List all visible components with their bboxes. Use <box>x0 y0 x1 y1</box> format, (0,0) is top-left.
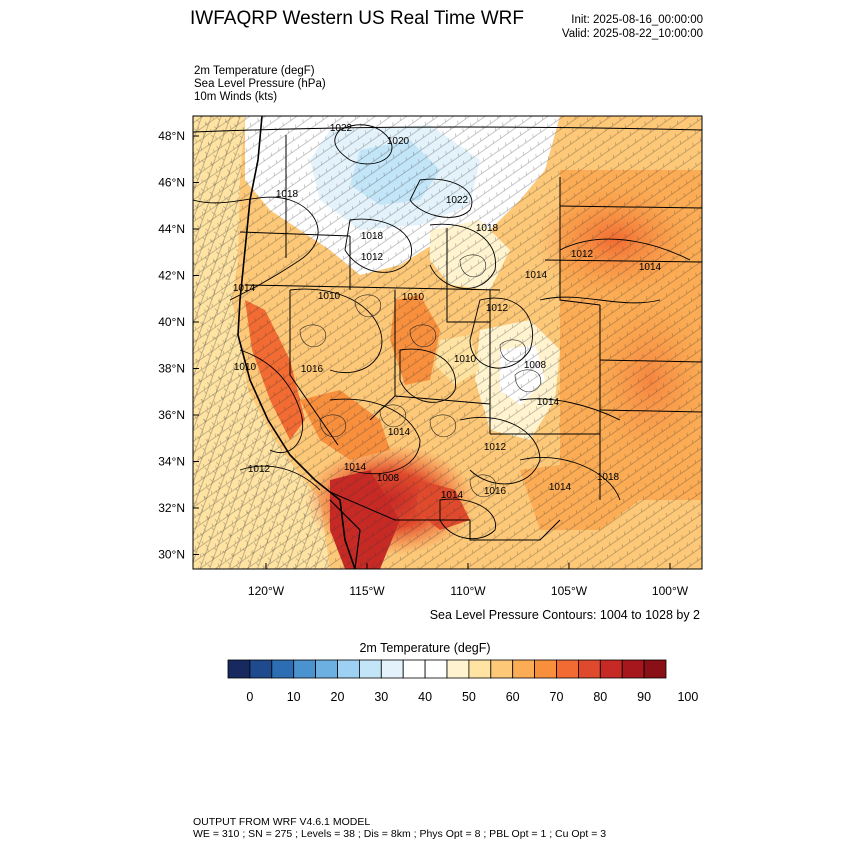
colorbar-tick-label: 30 <box>374 690 388 704</box>
contour-note: Sea Level Pressure Contours: 1004 to 102… <box>429 608 700 622</box>
colorbar-swatch <box>358 659 382 679</box>
colorbar-swatch <box>227 659 251 679</box>
lat-tick-label: 34°N <box>158 455 185 469</box>
colorbar-tick-label: 60 <box>506 690 520 704</box>
field-pressure: Sea Level Pressure (hPa) <box>194 78 326 90</box>
colorbar-swatch <box>293 659 317 679</box>
pressure-contour-label: 1016 <box>484 486 507 497</box>
pressure-contour-label: 1012 <box>484 442 507 453</box>
colorbar-swatch <box>446 659 470 679</box>
field-winds: 10m Winds (kts) <box>194 91 278 103</box>
pressure-contour-label: 1012 <box>361 252 384 263</box>
lat-tick-label: 36°N <box>158 408 185 422</box>
colorbar-swatch <box>337 659 360 679</box>
colorbar-tick-label: 40 <box>418 690 432 704</box>
pressure-contour-label: 1014 <box>525 270 548 281</box>
pressure-contour-label: 1012 <box>486 303 509 314</box>
lon-tick-label: 120°W <box>248 584 285 598</box>
pressure-contour-label: 1014 <box>549 482 572 493</box>
pressure-contours <box>193 124 691 540</box>
colorbar-swatch <box>490 659 514 679</box>
colorbar-swatch <box>468 659 492 679</box>
lat-tick-label: 32°N <box>158 501 185 515</box>
colorbar-tick-label: 80 <box>593 690 607 704</box>
pressure-contour-label: 1010 <box>318 291 341 302</box>
pressure-contour-label: 1018 <box>476 223 499 234</box>
pressure-contour-label: 1008 <box>524 360 547 371</box>
pressure-contour-label: 1018 <box>597 472 620 483</box>
colorbar-tick-label: 20 <box>331 690 345 704</box>
lon-tick-label: 110°W <box>450 584 486 598</box>
colorbar-tick-label: 100 <box>677 690 698 704</box>
pressure-contour-label: 1008 <box>377 473 400 484</box>
colorbar-swatch <box>599 659 623 679</box>
pressure-contour-label: 1018 <box>276 189 299 200</box>
lon-axis: 120°W 115°W 110°W 105°W 100°W <box>248 563 689 598</box>
colorbar-swatch <box>534 659 557 679</box>
colorbar-swatch <box>512 659 536 679</box>
map-content <box>193 116 702 569</box>
pressure-labels: 1022 1020 1018 1022 1018 1012 1018 1014 1012 1014… <box>233 123 662 501</box>
colorbar-swatch <box>643 659 667 679</box>
colorbar-swatch <box>556 659 579 679</box>
field-list: 2m Temperature (degF) Sea Level Pressure… <box>194 65 326 104</box>
colorbar-swatch <box>380 659 404 679</box>
lon-tick-label: 115°W <box>349 584 385 598</box>
lat-tick-label: 40°N <box>158 315 185 329</box>
pressure-contour-label: 1014 <box>233 283 256 294</box>
pressure-contour-label: 1010 <box>234 362 257 373</box>
plot-title: IWFAQRP Western US Real Time WRF <box>190 8 524 29</box>
footer-model: OUTPUT FROM WRF V4.6.1 MODEL <box>193 816 371 828</box>
coastline <box>237 116 356 569</box>
pressure-contour-label: 1022 <box>330 123 353 134</box>
pressure-contour-label: 1018 <box>361 231 384 242</box>
pressure-contour-label: 1010 <box>454 354 477 365</box>
init-time: Init: 2025-08-16_00:00:00 <box>571 14 703 26</box>
time-info: Init: 2025-08-16_00:00:00 Valid: 2025-08… <box>562 13 703 41</box>
wind-barbs <box>193 116 702 569</box>
pressure-contour-label: 1014 <box>344 462 367 473</box>
field-temperature: 2m Temperature (degF) <box>194 65 315 77</box>
colorbar-title: 2m Temperature (degF) <box>359 641 491 655</box>
colorbar-swatch <box>402 659 426 679</box>
pressure-contour-label: 1014 <box>441 490 464 501</box>
pressure-contour-label: 1014 <box>388 427 411 438</box>
lon-tick-label: 105°W <box>551 584 588 598</box>
footer-config: WE = 310 ; SN = 275 ; Levels = 38 ; Dis … <box>193 828 607 840</box>
colorbar: 0 10 20 30 40 50 60 70 80 90 100 <box>227 659 698 704</box>
model-footer: OUTPUT FROM WRF V4.6.1 MODEL WE = 310 ; … <box>193 816 606 840</box>
lon-tick-label: 100°W <box>652 584 689 598</box>
lat-tick-label: 30°N <box>158 548 185 562</box>
lat-tick-label: 46°N <box>158 176 185 190</box>
pressure-contour-label: 1014 <box>537 397 560 408</box>
colorbar-tick-label: 70 <box>550 690 564 704</box>
colorbar-tick-label: 90 <box>637 690 651 704</box>
colorbar-swatch <box>621 659 645 679</box>
valid-time: Valid: 2025-08-22_10:00:00 <box>561 28 703 40</box>
colorbar-tick-label: 50 <box>462 690 476 704</box>
pressure-contour-label: 1012 <box>571 249 594 260</box>
map-frame <box>192 115 703 570</box>
pressure-contour-label: 1014 <box>639 262 662 273</box>
lat-axis: 48°N 46°N 44°N 42°N 40°N 38°N 36°N 34°N 32°N 30°N <box>158 129 199 562</box>
colorbar-swatch <box>249 659 273 679</box>
colorbar-swatch <box>271 659 295 679</box>
lat-tick-label: 38°N <box>158 362 185 376</box>
pressure-contour-label: 1020 <box>387 136 410 147</box>
colorbar-swatch <box>315 659 338 679</box>
pressure-contour-label: 1022 <box>446 195 469 206</box>
lat-tick-label: 48°N <box>158 129 185 143</box>
state-borders <box>193 126 702 541</box>
colorbar-swatch <box>424 659 448 679</box>
pressure-contour-label: 1012 <box>248 464 271 475</box>
pressure-contour-label: 1010 <box>402 292 425 303</box>
lat-tick-label: 42°N <box>158 269 185 283</box>
colorbar-tick-label: 0 <box>246 690 253 704</box>
colorbar-swatch <box>578 659 601 679</box>
pressure-contour-label: 1016 <box>301 364 324 375</box>
lat-tick-label: 44°N <box>158 222 185 236</box>
colorbar-tick-label: 10 <box>287 690 301 704</box>
